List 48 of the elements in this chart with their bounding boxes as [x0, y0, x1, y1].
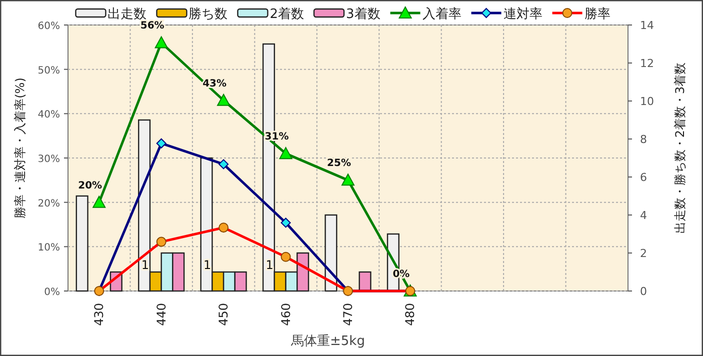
bar	[358, 271, 372, 292]
y-tick-label: 20%	[38, 198, 60, 210]
point	[217, 94, 230, 106]
point	[156, 138, 166, 148]
x-tick-label: 450	[216, 303, 231, 326]
y-tick-label: 10%	[38, 242, 60, 254]
x-axis-title: 馬体重±5kg	[290, 334, 365, 349]
legend-label: 勝率	[584, 6, 610, 22]
legend-label: 入着率	[422, 6, 462, 22]
point	[92, 196, 106, 208]
legend-label: 勝ち数	[188, 7, 228, 22]
data-label: 25%	[327, 158, 351, 170]
y2-tick-label: 2	[640, 247, 647, 260]
point	[218, 159, 229, 170]
data-label: 1	[266, 258, 274, 272]
y2-tick-label: 8	[640, 133, 647, 146]
data-label: 1	[141, 258, 149, 272]
data-label: 20%	[78, 180, 102, 192]
x-tick-label: 470	[341, 303, 355, 326]
x-tick-label: 430	[92, 303, 106, 326]
y2-tick-label: 4	[640, 209, 647, 222]
x-tick-label: 480	[403, 303, 418, 326]
data-label: 56%	[140, 20, 164, 32]
y2-tick-label: 0	[640, 285, 647, 298]
y-tick-label: 50%	[38, 65, 60, 76]
legend-label: 3着数	[346, 6, 380, 22]
point	[280, 218, 291, 228]
y2-tick-label: 6	[640, 171, 647, 184]
y-tick-label: 40%	[38, 110, 60, 121]
y-axis-title: 勝率・連対率・入着率(%)	[13, 78, 27, 218]
legend-label: 連対率	[503, 6, 542, 22]
x-tick-label: 460	[278, 303, 293, 326]
y2-axis-title: 出走数・勝ち数・2着数・3着数	[673, 62, 687, 234]
y-tick-label: 60%	[38, 21, 60, 32]
data-label: 1	[204, 258, 212, 272]
x-tick-label: 440	[154, 303, 168, 326]
point	[279, 147, 292, 160]
y2-tick-label: 10	[640, 95, 654, 108]
y2-tick-label: 14	[640, 19, 654, 32]
y-tick-label: 0%	[44, 287, 60, 298]
y2-tick-label: 12	[640, 57, 654, 70]
bar	[76, 195, 88, 292]
legend-label: 出走数	[108, 7, 147, 22]
bar	[324, 214, 338, 292]
point	[154, 36, 168, 48]
legend-label: 2着数	[270, 6, 304, 22]
point	[342, 174, 354, 186]
y-tick-label: 30%	[38, 154, 60, 165]
